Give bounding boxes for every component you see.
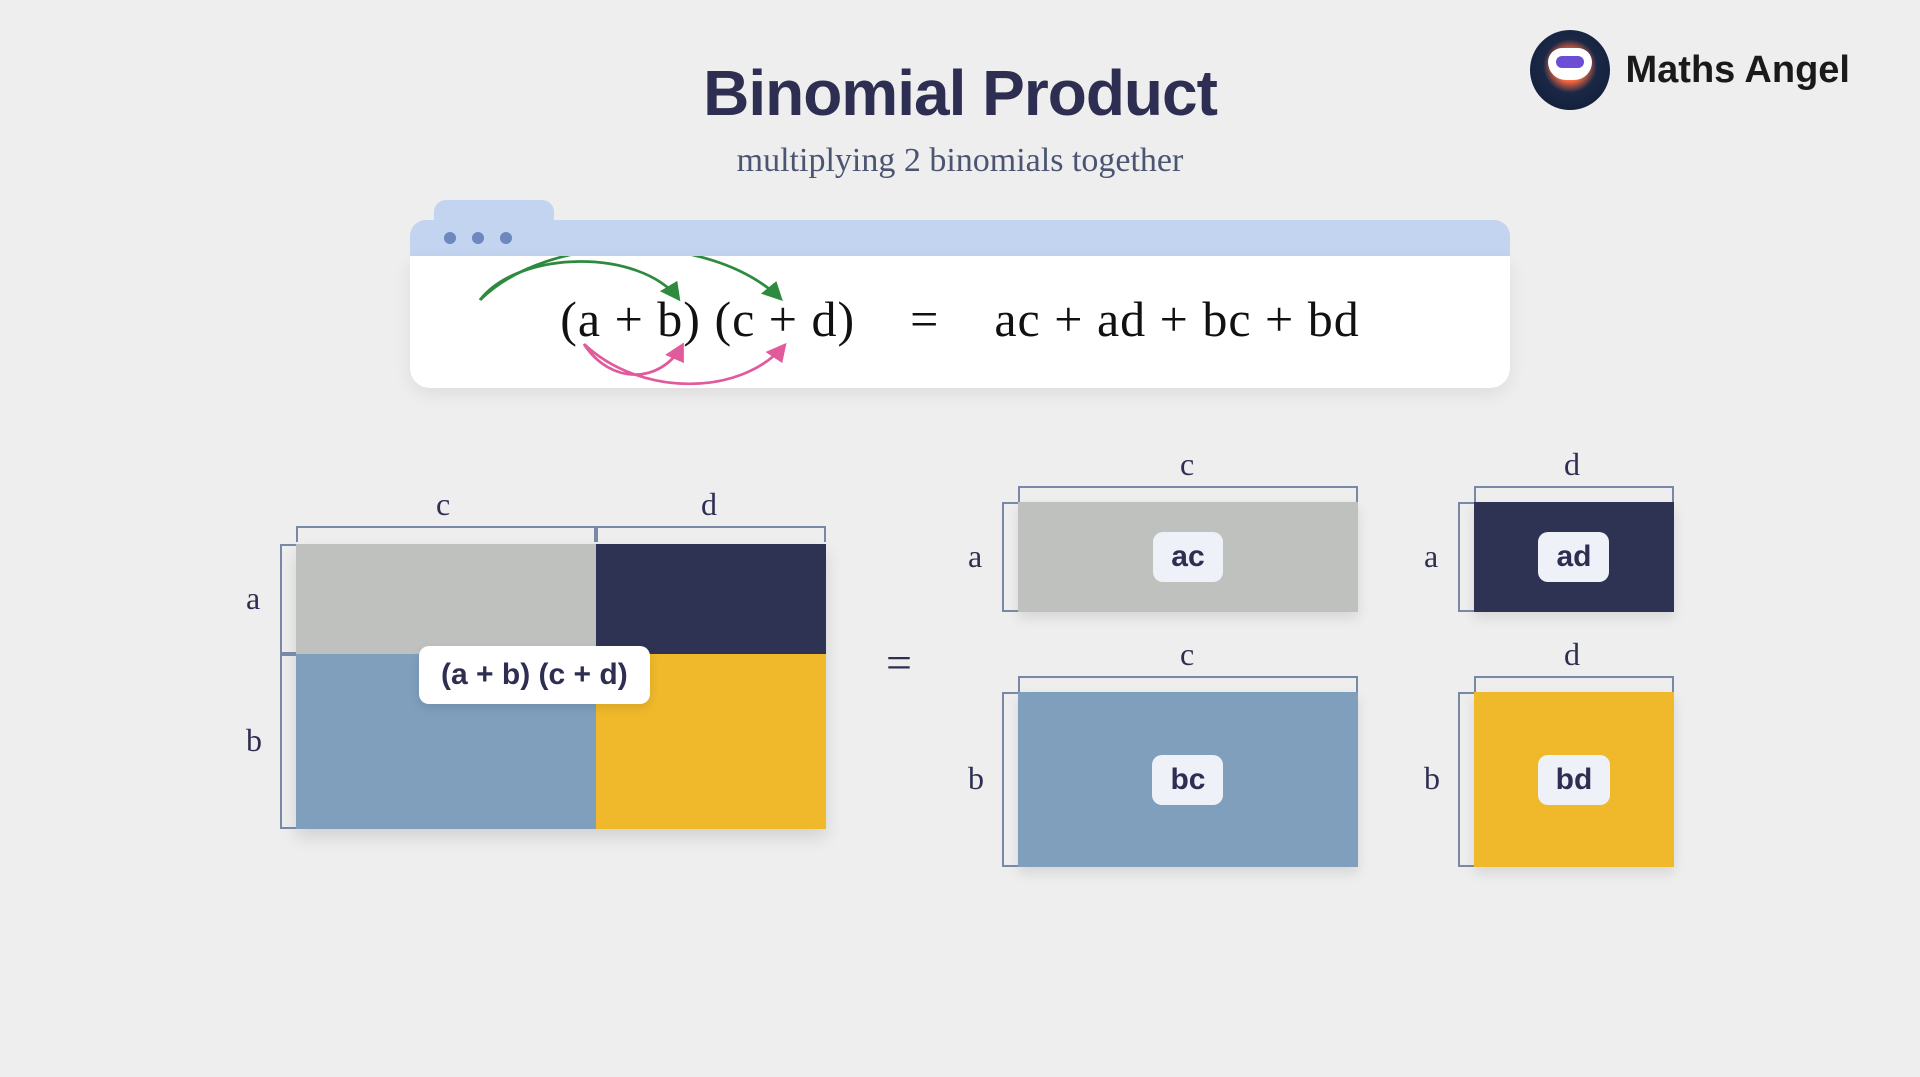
window-tab <box>434 200 554 228</box>
area-model-row: c d a b (a + b) (c + d) = c a <box>0 458 1920 867</box>
part-bd-badge: bd <box>1538 755 1611 805</box>
part-bd-rect: bd <box>1474 692 1674 867</box>
brand-logo-wrap: Maths Angel <box>1530 30 1851 110</box>
part-bd-top-bracket <box>1474 676 1674 690</box>
parts-grid: c a ac d a ad c b bc d <box>972 458 1674 867</box>
cell-ac <box>296 544 596 654</box>
part-ac-left-label: a <box>968 538 982 575</box>
equation-rhs: ac + ad + bc + bd <box>994 291 1359 347</box>
part-ac-top-label: c <box>1180 446 1194 483</box>
equation-equals: = <box>910 291 939 347</box>
part-bc-left-label: b <box>968 760 984 797</box>
equation: (a + b) (c + d) = ac + ad + bc + bd <box>438 290 1482 348</box>
part-bc-rect: bc <box>1018 692 1358 867</box>
equation-window: (a + b) (c + d) = ac + ad + bc + bd <box>410 220 1510 388</box>
label-b-left: b <box>246 722 262 759</box>
page-subtitle: multiplying 2 binomials together <box>0 142 1920 180</box>
brand-badge-icon <box>1530 30 1610 110</box>
part-ad: d a ad <box>1428 458 1674 612</box>
part-ad-badge: ad <box>1538 532 1609 582</box>
part-ad-left-label: a <box>1424 538 1438 575</box>
part-bc: c b bc <box>972 648 1358 867</box>
part-ad-left-bracket <box>1458 502 1472 612</box>
part-ac-top-bracket <box>1018 486 1358 500</box>
bracket-c-top <box>296 526 596 540</box>
part-bc-top-label: c <box>1180 636 1194 673</box>
part-bd-top-label: d <box>1564 636 1580 673</box>
part-bc-left-bracket <box>1002 692 1016 867</box>
brand-name: Maths Angel <box>1626 49 1851 92</box>
part-bd-left-label: b <box>1424 760 1440 797</box>
part-bd: d b bd <box>1428 648 1674 867</box>
part-ad-rect: ad <box>1474 502 1674 612</box>
window-dot <box>500 232 512 244</box>
bracket-a-left <box>280 544 294 654</box>
equals-symbol: = <box>886 636 912 689</box>
part-ad-top-label: d <box>1564 446 1580 483</box>
window-dot <box>472 232 484 244</box>
part-bc-top-bracket <box>1018 676 1358 690</box>
combined-overlay-label: (a + b) (c + d) <box>419 646 650 704</box>
bracket-d-top <box>596 526 826 540</box>
part-ac-rect: ac <box>1018 502 1358 612</box>
part-ac: c a ac <box>972 458 1358 612</box>
label-d-top: d <box>701 486 717 523</box>
part-ac-badge: ac <box>1153 532 1222 582</box>
label-c-top: c <box>436 486 450 523</box>
part-bc-badge: bc <box>1152 755 1223 805</box>
label-a-left: a <box>246 580 260 617</box>
part-ad-top-bracket <box>1474 486 1674 500</box>
cell-ad <box>596 544 826 654</box>
window-body: (a + b) (c + d) = ac + ad + bc + bd <box>410 256 1510 388</box>
combined-rectangle: c d a b (a + b) (c + d) <box>246 496 826 829</box>
window-dot <box>444 232 456 244</box>
equation-lhs: (a + b) (c + d) <box>560 291 855 347</box>
part-ac-left-bracket <box>1002 502 1016 612</box>
part-bd-left-bracket <box>1458 692 1472 867</box>
window-titlebar <box>410 220 1510 256</box>
bracket-b-left <box>280 654 294 829</box>
